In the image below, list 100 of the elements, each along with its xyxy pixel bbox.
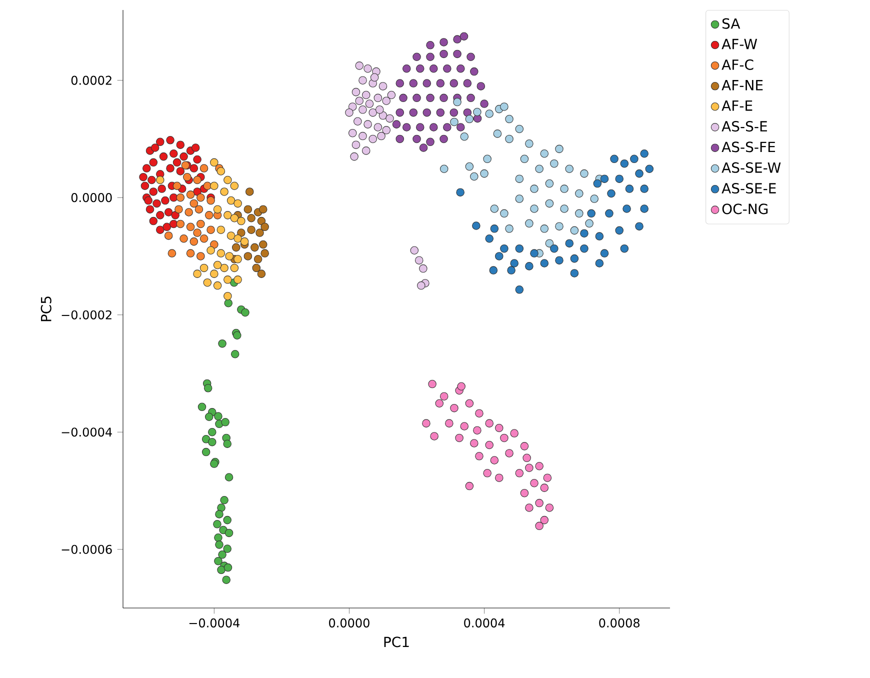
point xyxy=(352,88,360,96)
point xyxy=(495,252,504,260)
point xyxy=(473,108,482,116)
point xyxy=(525,504,534,512)
point xyxy=(224,298,232,308)
point xyxy=(489,266,498,274)
point xyxy=(426,138,434,146)
x-tick-label: 0.0004 xyxy=(464,618,505,628)
point xyxy=(208,428,216,436)
point xyxy=(386,114,394,123)
point xyxy=(149,216,158,226)
point xyxy=(170,220,178,228)
point xyxy=(247,226,256,234)
point xyxy=(234,276,242,284)
point xyxy=(525,140,534,148)
point xyxy=(215,540,224,549)
point xyxy=(193,270,202,278)
point xyxy=(223,544,232,553)
point xyxy=(220,188,228,196)
point xyxy=(435,399,444,408)
point xyxy=(443,64,452,73)
point xyxy=(226,232,236,240)
point xyxy=(348,102,357,111)
point xyxy=(645,164,654,174)
point xyxy=(232,331,242,340)
point xyxy=(206,196,215,205)
point xyxy=(350,152,358,161)
point xyxy=(203,278,212,287)
y-tick-label: −0.0006 xyxy=(62,544,112,554)
point xyxy=(256,228,264,237)
legend-label: AS-S-FE xyxy=(722,142,776,152)
point xyxy=(396,108,404,117)
point xyxy=(485,234,494,243)
point xyxy=(460,132,469,141)
point xyxy=(225,252,234,260)
point xyxy=(348,128,357,138)
point xyxy=(440,392,448,400)
point xyxy=(475,452,484,460)
point xyxy=(450,79,458,88)
point xyxy=(224,276,232,284)
point xyxy=(396,79,404,88)
point xyxy=(530,204,538,213)
point xyxy=(490,456,499,464)
point xyxy=(493,130,502,138)
y-tick-label: 0.0000 xyxy=(71,193,112,202)
point xyxy=(164,232,173,240)
point xyxy=(550,244,558,253)
point xyxy=(453,98,462,106)
point xyxy=(560,184,568,193)
point xyxy=(520,154,529,164)
point xyxy=(416,123,424,132)
point xyxy=(453,35,462,44)
point xyxy=(440,94,448,102)
point xyxy=(258,240,268,249)
point xyxy=(465,162,474,171)
point xyxy=(174,205,183,214)
point xyxy=(430,432,438,440)
point xyxy=(428,380,436,388)
point xyxy=(465,114,474,124)
point xyxy=(585,219,594,228)
point xyxy=(510,429,518,438)
point xyxy=(184,208,193,216)
point xyxy=(345,108,354,117)
point xyxy=(214,556,222,566)
point xyxy=(396,134,404,144)
point xyxy=(485,440,494,450)
point xyxy=(260,222,269,232)
point xyxy=(515,469,524,478)
legend-label: SA xyxy=(722,18,740,29)
point xyxy=(457,382,466,391)
point xyxy=(635,222,644,230)
point xyxy=(258,205,268,214)
point xyxy=(555,222,564,230)
point xyxy=(575,209,584,218)
point xyxy=(196,193,205,202)
point xyxy=(412,94,421,102)
point xyxy=(139,172,148,182)
point xyxy=(244,252,252,260)
point xyxy=(575,189,584,198)
point xyxy=(450,118,458,126)
point xyxy=(200,164,208,172)
point xyxy=(470,67,478,76)
point xyxy=(214,412,222,420)
point xyxy=(234,199,242,208)
point xyxy=(237,216,246,226)
point xyxy=(180,152,188,161)
point xyxy=(204,211,214,220)
point xyxy=(234,255,242,264)
point xyxy=(364,64,372,73)
point xyxy=(224,528,234,538)
point xyxy=(473,426,482,434)
point xyxy=(440,164,448,174)
point xyxy=(565,239,574,248)
point xyxy=(410,246,419,254)
point xyxy=(142,164,151,172)
point xyxy=(193,228,202,237)
point xyxy=(470,172,478,181)
point xyxy=(483,154,492,164)
point xyxy=(232,243,240,252)
point xyxy=(250,243,259,252)
